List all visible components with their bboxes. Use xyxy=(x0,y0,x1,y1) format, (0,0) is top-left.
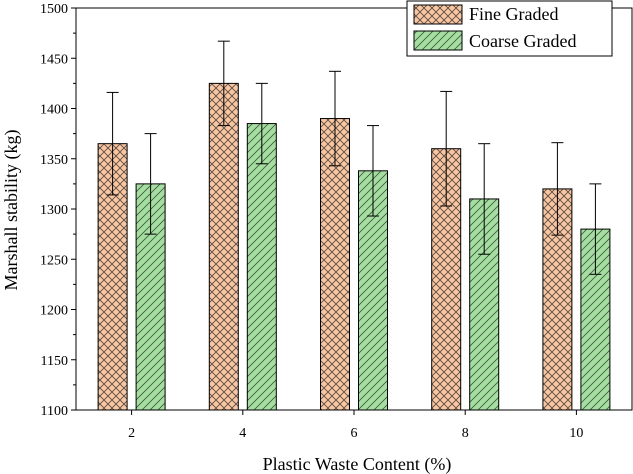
y-tick-label-1200: 1200 xyxy=(40,304,68,319)
error-bar-fine-graded-6 xyxy=(329,70,341,167)
y-axis: 1100 1150 1200 1250 1300 1350 1400 1450 1500 xyxy=(40,2,76,419)
error-bar-fine-graded-2 xyxy=(106,91,119,196)
y-tick-label-1100: 1100 xyxy=(41,404,68,419)
x-tick-label-2: 2 xyxy=(128,426,135,441)
y-tick-label-1250: 1250 xyxy=(40,253,68,268)
legend: Fine Graded Coarse Graded xyxy=(406,0,613,57)
error-bar-coarse-graded-4 xyxy=(255,82,268,165)
y-axis-title: Marshall stability (kg) xyxy=(1,130,22,291)
x-tick-label-4: 4 xyxy=(239,426,246,441)
x-axis-title: Plastic Waste Content (%) xyxy=(263,454,452,474)
y-tick-label-1400: 1400 xyxy=(40,103,68,118)
legend-swatch-coarse-graded xyxy=(413,30,463,51)
error-bar-coarse-graded-2 xyxy=(144,133,157,235)
x-tick-label-6: 6 xyxy=(351,426,358,441)
x-tick-label-8: 8 xyxy=(462,426,469,441)
x-axis: 2 4 6 8 10 xyxy=(128,410,583,441)
legend-label-fine-graded: Fine Graded xyxy=(469,4,558,24)
error-bars-layer xyxy=(106,40,602,275)
x-tick-label-10: 10 xyxy=(569,426,583,441)
y-tick-label-1300: 1300 xyxy=(40,203,68,218)
error-bar-fine-graded-8 xyxy=(440,90,453,207)
error-bar-coarse-graded-10 xyxy=(589,183,602,275)
legend-swatch-fine-graded xyxy=(413,4,463,25)
error-bar-fine-graded-10 xyxy=(551,142,564,236)
error-bar-coarse-graded-8 xyxy=(478,143,491,255)
bar-coarse-graded-4 xyxy=(246,123,277,411)
y-tick-label-1450: 1450 xyxy=(40,52,68,67)
error-bar-coarse-graded-6 xyxy=(367,125,379,217)
bars-layer xyxy=(97,82,611,411)
error-bar-fine-graded-4 xyxy=(217,40,230,127)
bar-fine-graded-4 xyxy=(208,82,239,411)
bar-coarse-graded-6 xyxy=(358,170,388,411)
y-tick-label-1350: 1350 xyxy=(40,153,68,168)
y-tick-label-1500: 1500 xyxy=(40,2,68,17)
y-tick-label-1150: 1150 xyxy=(41,354,68,369)
legend-label-coarse-graded: Coarse Graded xyxy=(469,31,576,51)
